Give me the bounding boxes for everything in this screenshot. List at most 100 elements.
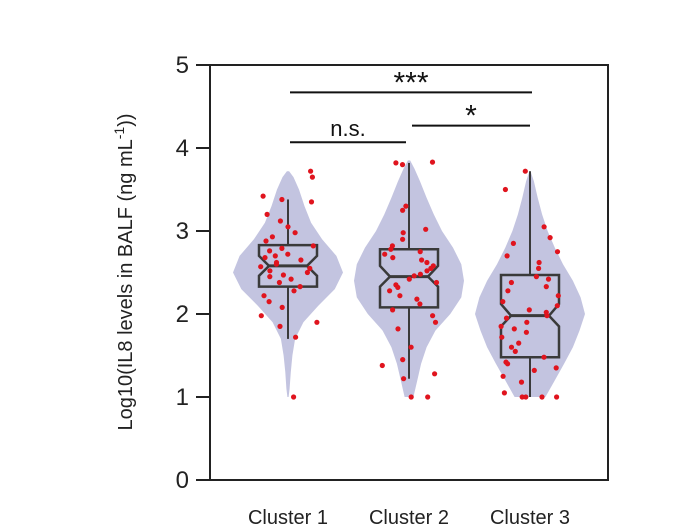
data-point [518, 379, 525, 385]
data-point [547, 235, 553, 241]
data-point [263, 238, 269, 244]
data-point [401, 376, 407, 382]
data-point [501, 390, 507, 396]
data-point [417, 249, 423, 255]
data-point [523, 329, 530, 335]
data-point [288, 276, 294, 282]
data-point [285, 224, 291, 230]
data-point [504, 253, 510, 259]
data-point [425, 394, 431, 400]
data-point [526, 307, 532, 313]
x-axis: Cluster 1 Cluster 2 Cluster 3 [248, 507, 570, 528]
data-point [297, 284, 303, 290]
data-point [433, 279, 440, 286]
data-point [267, 248, 273, 254]
x-tick-label: Cluster 1 [248, 507, 328, 528]
plot-frame [209, 64, 609, 481]
data-point [262, 255, 268, 261]
data-point [522, 168, 528, 174]
data-point [400, 357, 406, 363]
data-point [309, 174, 315, 180]
data-point [390, 307, 396, 313]
data-point [310, 243, 316, 249]
data-point [266, 299, 272, 305]
y-tick-label: 4 [176, 135, 189, 162]
data-point [536, 259, 542, 266]
data-point [510, 240, 516, 246]
y-tick-label: 3 [176, 218, 189, 245]
data-point [516, 340, 522, 346]
data-point [541, 224, 547, 230]
data-point [505, 288, 511, 294]
data-point [408, 394, 414, 400]
data-point [505, 361, 511, 367]
data-point [272, 253, 278, 259]
data-point [508, 344, 515, 350]
data-point [539, 394, 545, 400]
data-point [397, 293, 403, 299]
data-point [267, 274, 273, 280]
data-point [395, 326, 401, 332]
data-point [424, 268, 430, 274]
data-point [523, 394, 529, 400]
x-tick-label: Cluster 3 [490, 507, 570, 528]
data-point [291, 288, 297, 294]
y-tick-label: 0 [176, 467, 189, 494]
data-point [277, 323, 283, 329]
data-point [308, 168, 314, 174]
data-point [267, 268, 273, 274]
data-point [554, 249, 561, 255]
data-point [298, 257, 304, 263]
data-point [508, 279, 514, 286]
data-point [280, 272, 286, 278]
data-point [399, 162, 406, 168]
data-point [395, 284, 401, 290]
data-point [273, 261, 279, 267]
data-point [554, 394, 560, 400]
data-point [258, 264, 264, 270]
y-axis-label-superscript: -1 [111, 127, 127, 140]
data-point [512, 348, 518, 354]
data-point [417, 301, 423, 307]
data-point [304, 269, 310, 276]
x-tick-label: Cluster 2 [369, 507, 449, 528]
data-point [543, 284, 549, 290]
data-point [511, 326, 517, 332]
data-point [314, 319, 320, 325]
data-point [536, 265, 542, 271]
significance-brackets: *** n.s. * [290, 66, 532, 144]
data-point [400, 230, 406, 236]
y-tick-label: 2 [176, 301, 189, 328]
data-point [261, 293, 267, 299]
box [378, 248, 440, 309]
violin [233, 171, 343, 397]
data-point [524, 319, 530, 325]
data-point [555, 293, 561, 299]
data-point [279, 245, 285, 251]
data-point [417, 271, 423, 277]
y-axis: 0 1 2 3 4 5 [176, 52, 210, 494]
data-point [400, 207, 406, 213]
data-point [307, 265, 313, 271]
data-point [554, 303, 560, 309]
data-point [260, 193, 266, 199]
data-point [403, 203, 409, 209]
data-point [258, 313, 264, 319]
y-tick-label: 1 [176, 384, 189, 411]
data-point [408, 344, 414, 350]
data-point [390, 255, 396, 261]
data-point [498, 323, 504, 329]
data-point [400, 236, 406, 242]
data-point [533, 274, 540, 280]
data-point [429, 159, 436, 165]
box [257, 243, 319, 288]
violin [475, 171, 585, 397]
data-point [541, 354, 547, 360]
y-tick-label: 5 [176, 52, 189, 79]
data-point [388, 246, 394, 252]
boxplots [257, 162, 561, 397]
data-point [531, 367, 537, 373]
data-points [258, 159, 561, 400]
data-point [432, 319, 439, 325]
data-point [279, 196, 285, 203]
